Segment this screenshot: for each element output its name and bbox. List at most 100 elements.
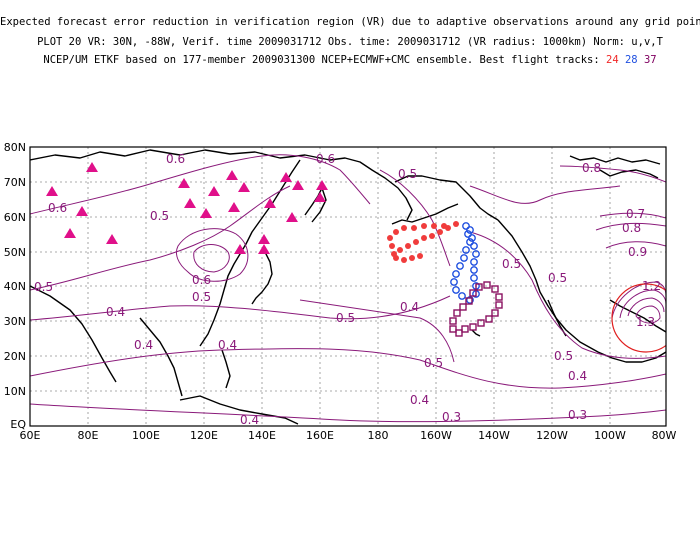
contour-label: 0.4 (410, 393, 429, 407)
contour-label: 0.5 (336, 311, 355, 325)
contour-label: 0.5 (398, 167, 417, 181)
lat-tick-label: 40N (4, 280, 26, 293)
borneo-indonesia (179, 395, 299, 425)
raob-marker (86, 162, 98, 172)
arctic-islands (569, 155, 661, 165)
contour-max-ring-4 (635, 305, 661, 324)
lat-tick-label: 80N (4, 141, 26, 154)
contour-label: 0.4 (568, 369, 587, 383)
raob-marker (184, 198, 196, 208)
philippines (221, 349, 231, 389)
latitude-axis: 80N 70N 60N 50N 40N 30N 20N 10N EQ (4, 141, 27, 431)
raob-stations (46, 162, 328, 254)
contour-label: 0.4 (218, 338, 237, 352)
contour-0.5-closed (193, 244, 230, 273)
lat-tick-label: 50N (4, 246, 26, 259)
contour-label: 0.6 (192, 273, 211, 287)
contour-max-ring-3 (627, 297, 665, 317)
contour-label: 0.5 (554, 349, 573, 363)
contour-label: 0.3 (442, 410, 461, 424)
lon-tick-label: 80E (78, 429, 99, 442)
raob-marker (314, 192, 326, 202)
contour-0.6-ne (469, 185, 621, 204)
contour-0.8-na-upper (559, 165, 666, 183)
contour-label-group: 0.6 0.6 0.5 0.5 0.6 0.5 0.5 0.6 0.5 0.4 … (34, 152, 661, 427)
contour-0.7 (599, 212, 666, 219)
title-line-1: Expected forecast error reduction in ver… (0, 16, 700, 28)
contour-0.5-east (299, 299, 455, 363)
hawaii (471, 329, 481, 337)
alaska-coast (394, 175, 499, 221)
track-label-24: 24 (606, 54, 619, 66)
raob-marker (286, 212, 298, 222)
contour-label: 0.8 (622, 221, 641, 235)
baja (547, 299, 567, 337)
contour-label: 1.2 (642, 279, 661, 293)
contour-label: 0.5 (150, 209, 169, 223)
contour-label: 1.3 (636, 315, 655, 329)
contour-label: 0.5 (424, 356, 443, 370)
track-label-37: 37 (643, 54, 657, 66)
flight-track-24 (387, 221, 459, 263)
lat-tick-label: 70N (4, 176, 26, 189)
contour-label: 0.5 (548, 271, 567, 285)
graticule (30, 147, 666, 426)
contour-label: 0.4 (400, 300, 419, 314)
gulf-coast (609, 299, 666, 333)
contour-label: 0.4 (240, 413, 259, 427)
longitude-axis: 60E 80E 100E 120E 140E 160E 180 160W 140… (20, 429, 677, 442)
raob-marker (234, 244, 246, 254)
contour-0.4-mid (30, 295, 451, 321)
kamchatka (304, 187, 327, 223)
contour-label: 0.8 (582, 161, 601, 175)
lon-tick-label: 160E (306, 429, 334, 442)
lon-tick-label: 140W (478, 429, 510, 442)
lon-tick-label: 160W (420, 429, 452, 442)
raob-marker (238, 182, 250, 192)
contour-0.4-south (30, 348, 666, 389)
title-line-3-text: NCEP/UM ETKF based on 177-member 2009031… (43, 54, 600, 66)
contour-label: 0.4 (106, 305, 125, 319)
contour-label: 0.6 (316, 152, 335, 166)
contour-0.5-na (469, 231, 666, 359)
contour-label: 0.5 (502, 257, 521, 271)
raob-marker (178, 178, 190, 188)
lon-tick-label: 60E (20, 429, 41, 442)
lon-tick-label: 140E (248, 429, 276, 442)
contour-label: 0.6 (48, 201, 67, 215)
raob-marker (200, 208, 212, 218)
raob-marker (258, 234, 270, 244)
title-line-3: NCEP/UM ETKF based on 177-member 2009031… (0, 54, 700, 66)
raob-marker (280, 172, 292, 182)
contour-0.9 (605, 241, 666, 249)
lat-tick-label: 10N (4, 385, 26, 398)
verification-region-circle (611, 283, 666, 353)
flight-track-28 (450, 222, 480, 304)
lon-tick-label: 100E (132, 429, 160, 442)
raob-marker (46, 186, 58, 196)
contour-lines (30, 154, 666, 423)
arabia-india-coast (30, 285, 117, 383)
raob-marker (64, 228, 76, 238)
contour-0.3-north (30, 403, 666, 423)
contour-0.8 (595, 222, 666, 231)
raob-marker (228, 202, 240, 212)
contour-0.5-alaska (379, 169, 451, 267)
contour-max-ring-2 (619, 289, 666, 319)
lat-tick-label: 30N (4, 315, 26, 328)
flight-track-37 (449, 281, 503, 337)
lon-tick-label: 180 (368, 429, 389, 442)
asia-north-coast (30, 149, 413, 221)
japan (251, 249, 273, 305)
contour-label: 0.9 (628, 245, 647, 259)
raob-marker (292, 180, 304, 190)
contour-label: 0.4 (134, 338, 153, 352)
aleutians (391, 203, 459, 225)
indochina-coast (139, 317, 183, 397)
contour-0.6-north (30, 154, 371, 215)
lon-tick-label: 120E (190, 429, 218, 442)
lat-tick-label: 60N (4, 211, 26, 224)
lon-tick-label: 100W (594, 429, 626, 442)
raob-marker (208, 186, 220, 196)
